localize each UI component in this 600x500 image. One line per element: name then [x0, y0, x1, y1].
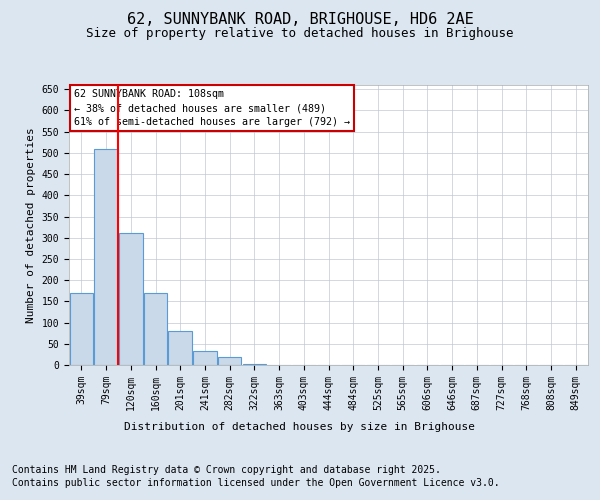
Text: Contains HM Land Registry data © Crown copyright and database right 2025.: Contains HM Land Registry data © Crown c… [12, 465, 441, 475]
Text: 62, SUNNYBANK ROAD, BRIGHOUSE, HD6 2AE: 62, SUNNYBANK ROAD, BRIGHOUSE, HD6 2AE [127, 12, 473, 28]
Bar [169, 331, 192, 365]
Text: 62 SUNNYBANK ROAD: 108sqm
← 38% of detached houses are smaller (489)
61% of semi: 62 SUNNYBANK ROAD: 108sqm ← 38% of detac… [74, 89, 350, 127]
Bar [193, 351, 217, 365]
Bar [70, 293, 93, 365]
Bar [94, 148, 118, 365]
Text: Contains public sector information licensed under the Open Government Licence v3: Contains public sector information licen… [12, 478, 500, 488]
Bar [242, 364, 266, 365]
Y-axis label: Number of detached properties: Number of detached properties [26, 127, 36, 323]
Text: Size of property relative to detached houses in Brighouse: Size of property relative to detached ho… [86, 28, 514, 40]
Bar [144, 293, 167, 365]
Bar [218, 358, 241, 365]
Text: Distribution of detached houses by size in Brighouse: Distribution of detached houses by size … [125, 422, 476, 432]
Bar [119, 234, 143, 365]
